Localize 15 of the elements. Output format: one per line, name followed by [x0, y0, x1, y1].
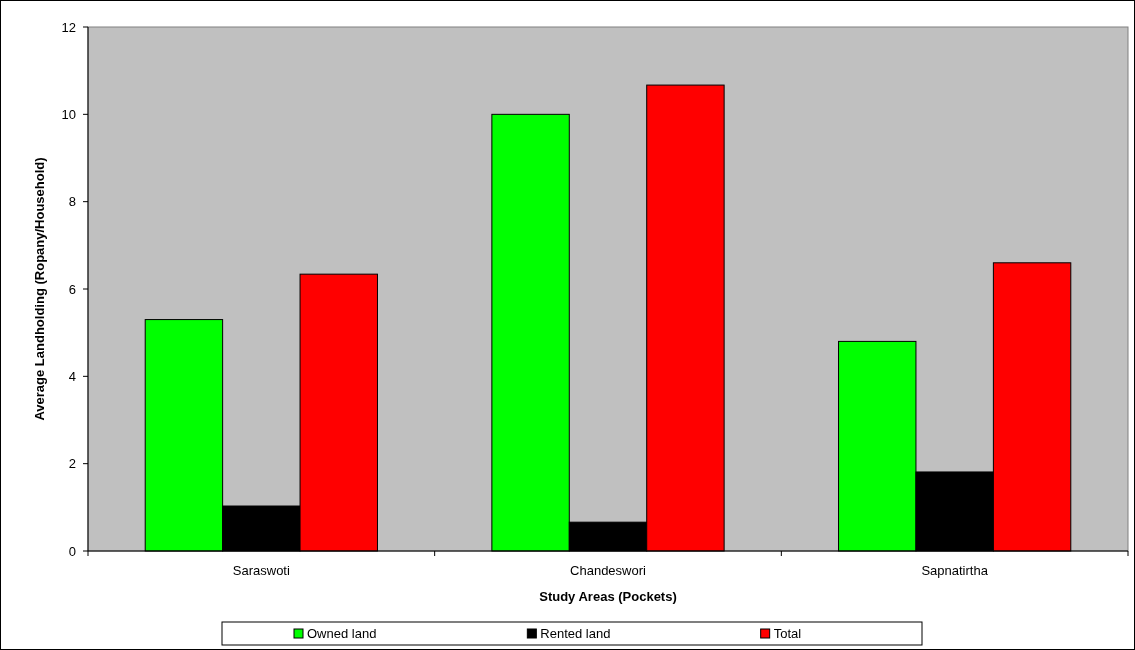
legend-label: Total — [773, 626, 802, 641]
y-tick-label: 8 — [68, 194, 76, 210]
x-tick-label: Chandeswori — [570, 563, 647, 578]
legend-label: Owned land — [307, 626, 377, 641]
x-tick-label: Sapnatirtha — [921, 563, 989, 578]
y-tick-label: 12 — [61, 19, 76, 35]
y-tick-label: 10 — [61, 106, 76, 122]
x-axis-title: Study Areas (Pockets) — [539, 589, 677, 604]
legend-label: Rented land — [540, 626, 611, 641]
y-tick-label: 2 — [68, 456, 76, 472]
y-tick-label: 6 — [68, 281, 76, 297]
y-axis-title: Average Landholding (Ropany/Household) — [32, 157, 47, 421]
y-tick-label: 0 — [68, 543, 76, 559]
x-tick-label: Saraswoti — [232, 563, 290, 578]
y-tick-label: 4 — [68, 368, 76, 384]
